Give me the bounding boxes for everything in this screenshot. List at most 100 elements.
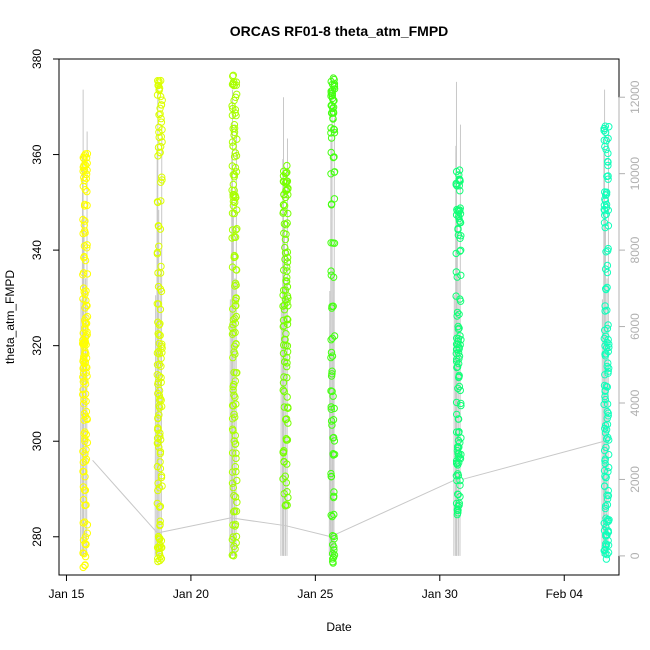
data-point bbox=[602, 136, 611, 145]
data-point bbox=[228, 468, 237, 476]
data-point bbox=[157, 118, 166, 126]
data-point bbox=[604, 161, 612, 170]
data-point bbox=[232, 449, 240, 457]
data-point bbox=[232, 294, 240, 303]
data-point bbox=[231, 413, 239, 421]
data-point bbox=[457, 401, 465, 410]
data-point bbox=[83, 241, 91, 249]
data-point bbox=[82, 354, 91, 362]
data-point bbox=[327, 472, 336, 481]
data-point bbox=[80, 227, 89, 235]
data-point bbox=[232, 454, 240, 463]
data-point bbox=[457, 246, 465, 255]
data-point bbox=[601, 371, 609, 379]
data-point bbox=[327, 271, 335, 279]
data-point bbox=[604, 347, 612, 356]
data-point bbox=[327, 417, 336, 425]
altitude-trace-connector bbox=[284, 524, 332, 538]
y-tick-label: 380 bbox=[30, 49, 44, 69]
data-point bbox=[284, 302, 292, 310]
data-point bbox=[283, 267, 291, 275]
series-RF02 bbox=[153, 76, 166, 566]
data-point bbox=[155, 391, 164, 400]
data-point bbox=[327, 511, 335, 519]
data-point bbox=[327, 348, 336, 357]
data-point bbox=[230, 368, 238, 377]
data-point bbox=[283, 258, 292, 266]
data-point bbox=[81, 561, 89, 570]
data-point bbox=[280, 190, 288, 198]
data-point bbox=[79, 563, 87, 572]
data-point bbox=[81, 437, 89, 445]
data-point bbox=[283, 248, 292, 256]
data-point bbox=[283, 342, 292, 350]
y-tick-label: 300 bbox=[30, 431, 44, 451]
data-point bbox=[81, 186, 90, 194]
data-point bbox=[453, 363, 462, 371]
data-point bbox=[232, 467, 240, 476]
data-point bbox=[232, 78, 241, 86]
data-point bbox=[157, 287, 166, 296]
data-point bbox=[601, 211, 609, 220]
data-point bbox=[279, 475, 287, 483]
data-point bbox=[230, 128, 239, 137]
data-point bbox=[329, 451, 338, 459]
data-point bbox=[327, 405, 335, 413]
data-point bbox=[229, 386, 237, 394]
data-point bbox=[605, 364, 613, 372]
data-point bbox=[601, 429, 610, 437]
data-point bbox=[280, 387, 288, 396]
data-point bbox=[603, 157, 612, 166]
data-point bbox=[233, 90, 241, 99]
data-point bbox=[228, 324, 236, 332]
data-point bbox=[283, 501, 291, 509]
data-point bbox=[601, 459, 609, 468]
data-point bbox=[230, 153, 239, 161]
data-point bbox=[603, 550, 611, 559]
data-point bbox=[80, 176, 89, 185]
data-point bbox=[602, 203, 611, 212]
data-point bbox=[80, 202, 89, 210]
data-point bbox=[455, 371, 463, 380]
data-point bbox=[154, 77, 162, 85]
data-point bbox=[231, 233, 240, 242]
data-point bbox=[454, 325, 463, 333]
data-point bbox=[157, 396, 165, 404]
data-point bbox=[233, 498, 241, 506]
data-point bbox=[80, 152, 89, 160]
data-point bbox=[231, 314, 239, 322]
data-point bbox=[233, 476, 241, 485]
data-point bbox=[80, 252, 88, 261]
data-point bbox=[328, 387, 336, 396]
data-point bbox=[283, 359, 291, 367]
data-point bbox=[456, 204, 464, 212]
data-point bbox=[155, 339, 163, 348]
data-point bbox=[81, 450, 89, 458]
data-point bbox=[83, 331, 91, 339]
data-point bbox=[81, 473, 89, 481]
x-tick-label: Jan 30 bbox=[422, 587, 458, 601]
data-point bbox=[601, 188, 609, 196]
data-point bbox=[230, 251, 239, 260]
data-point bbox=[329, 559, 337, 567]
data-point bbox=[229, 71, 238, 80]
data-point bbox=[284, 493, 292, 502]
data-point bbox=[455, 310, 463, 318]
data-point bbox=[601, 421, 610, 430]
data-point bbox=[330, 488, 338, 496]
data-point bbox=[601, 502, 610, 510]
data-point bbox=[79, 215, 87, 224]
data-point bbox=[601, 504, 610, 513]
y-tick-label: 340 bbox=[30, 240, 44, 260]
data-point bbox=[456, 297, 465, 305]
data-point bbox=[157, 178, 165, 186]
data-point bbox=[328, 512, 336, 521]
data-point bbox=[228, 551, 237, 559]
data-point bbox=[81, 304, 89, 312]
data-point bbox=[283, 177, 292, 186]
data-point bbox=[602, 540, 610, 548]
data-point bbox=[280, 322, 288, 330]
data-point bbox=[229, 142, 237, 151]
data-point bbox=[228, 162, 237, 170]
data-point bbox=[329, 416, 338, 424]
